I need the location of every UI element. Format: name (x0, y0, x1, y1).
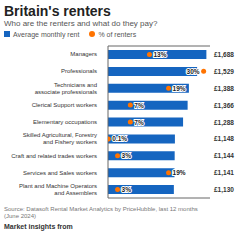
svg-text:19%: 19% (173, 169, 186, 176)
svg-text:£1,688: £1,688 (214, 51, 234, 59)
svg-text:£1,148: £1,148 (214, 135, 234, 143)
svg-text:£1,130: £1,130 (214, 186, 234, 194)
svg-text:Clerical Support workers: Clerical Support workers (32, 102, 97, 108)
html-text:Who are the renters and what d: Who are the renters and what do they pay… (4, 19, 158, 28)
svg-text:Skilled Agricultural, Forestry: Skilled Agricultural, Forestryand Fisher… (23, 132, 97, 145)
svg-text:£1,366: £1,366 (214, 102, 234, 110)
svg-text:£1,141: £1,141 (214, 169, 234, 177)
html-text:% of renters: % of renters (98, 31, 137, 38)
svg-text:Craft and related trades worke: Craft and related trades workers (11, 153, 97, 159)
svg-text:13%: 13% (153, 51, 166, 58)
svg-text:Plant and Machine Operatorsand: Plant and Machine Operatorsand Assembler… (19, 183, 97, 196)
svg-text:Managers: Managers (70, 51, 97, 57)
html-text:Britain's renters: Britain's renters (4, 3, 111, 19)
svg-text:30%: 30% (187, 68, 200, 75)
svg-text:Elementary occupations: Elementary occupations (33, 119, 97, 125)
svg-text:3%: 3% (122, 186, 132, 193)
svg-text:3%: 3% (122, 152, 132, 159)
svg-text:7%: 7% (134, 102, 144, 109)
svg-text:Services and Sales workers: Services and Sales workers (23, 170, 97, 176)
svg-text:7%: 7% (134, 119, 144, 126)
html-text:Source: Datasoft Rental Market: Source: Datasoft Rental Market Analytics… (4, 206, 198, 219)
svg-text:Professionals: Professionals (61, 68, 97, 74)
svg-text:£1,144: £1,144 (214, 152, 234, 160)
html-text:Market insights from: Market insights from (4, 223, 73, 230)
svg-text:£1,529: £1,529 (214, 68, 234, 76)
svg-text:0.1%: 0.1% (112, 135, 127, 142)
svg-text:£1,288: £1,288 (214, 119, 234, 127)
svg-text:£1,388: £1,388 (214, 85, 234, 93)
svg-text:Technicians andassociate profe: Technicians andassociate professionals (35, 82, 97, 95)
html-text:Average monthly rent: Average monthly rent (13, 31, 80, 38)
svg-text:19%: 19% (173, 85, 186, 92)
